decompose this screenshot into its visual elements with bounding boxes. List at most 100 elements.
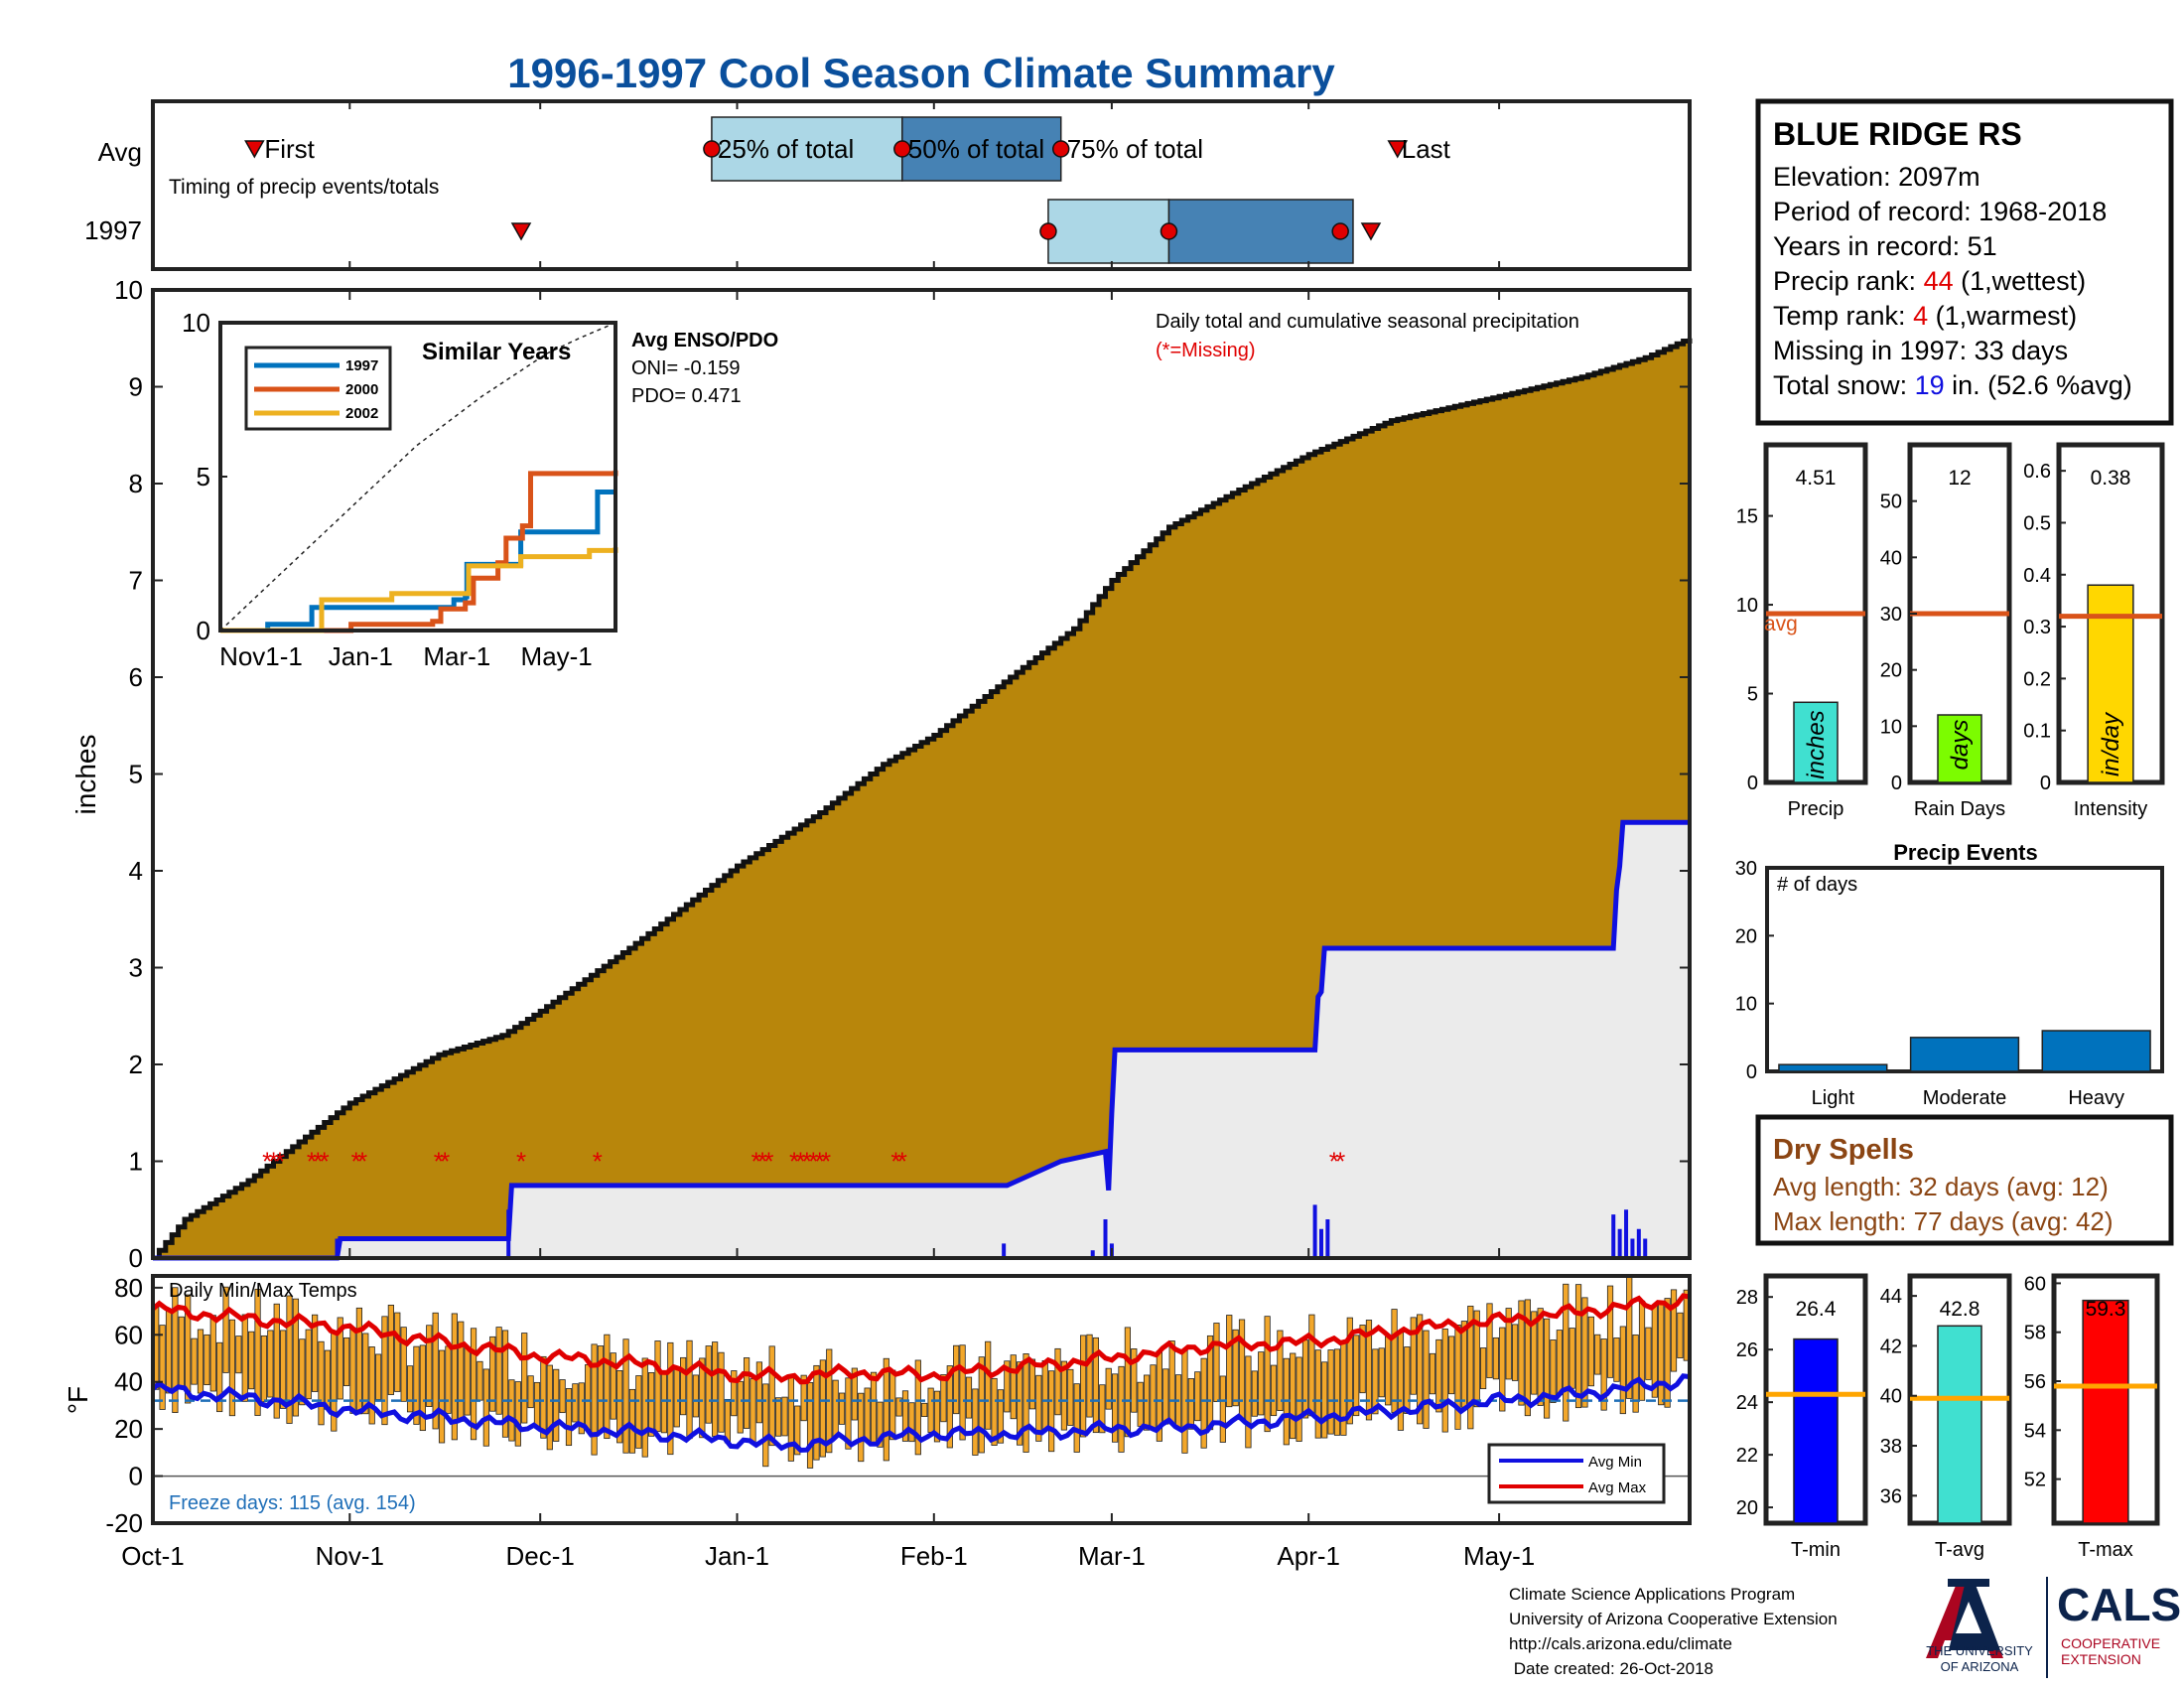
- dry-spells-max: Max length: 77 days (avg: 42): [1773, 1206, 2114, 1236]
- precip-y-label: inches: [70, 735, 101, 815]
- label-last: Last: [1402, 134, 1451, 164]
- daily-temp-bar: [381, 1316, 388, 1426]
- precip-y-tick-label: 5: [129, 760, 143, 789]
- panel-label: T-avg: [1935, 1539, 1984, 1561]
- precip-summary-panels: 4.51 inches avg 0 5 10 15 Precip 12 days 0 10 20 30 40…: [1736, 442, 2165, 820]
- daily-temp-bar: [1372, 1348, 1379, 1415]
- daily-temp-bar: [787, 1374, 794, 1462]
- daily-temp-bar: [1467, 1305, 1474, 1430]
- avg-last-marker: [1387, 140, 1409, 159]
- y-tick-label: 15: [1736, 506, 1758, 528]
- label-50: 50% of total: [908, 134, 1044, 164]
- y-tick-label: 56: [2024, 1371, 2046, 1393]
- label-75: 75% of total: [1067, 134, 1203, 164]
- daily-temp-bar: [985, 1340, 992, 1430]
- unit-label: in/day: [2098, 711, 2124, 776]
- station-temp-rank: Temp rank: 4 (1,warmest): [1773, 301, 2077, 331]
- inset-y-tick-label: 0: [197, 616, 210, 645]
- x-tick-label: Apr-1: [1277, 1541, 1340, 1571]
- dry-spells-avg: Avg length: 32 days (avg: 12): [1773, 1172, 2109, 1201]
- daily-temp-bar: [1251, 1370, 1258, 1417]
- inset-series-2000: [220, 470, 618, 633]
- daily-temp-bar: [1219, 1375, 1226, 1443]
- temp-legend: Avg Min Avg Max: [1487, 1443, 1666, 1504]
- daily-temp-bar: [1606, 1285, 1614, 1378]
- timing-row-label-avg: Avg: [98, 137, 142, 167]
- similar-years-inset: Similar Years 1997 2000 2002 0 5 10 Nov1-1 Jan…: [182, 308, 618, 671]
- daily-precip-bar: [1318, 1228, 1323, 1258]
- daily-temp-bar: [585, 1364, 592, 1431]
- daily-temp-bar: [1321, 1361, 1328, 1439]
- inset-y-tick-label: 10: [182, 308, 210, 338]
- daily-temp-bar: [1486, 1303, 1493, 1378]
- daily-temp-bar: [1531, 1311, 1538, 1395]
- daily-temp-bar: [622, 1338, 629, 1454]
- missing-day-marker: *: [262, 1147, 272, 1177]
- missing-day-marker: *: [434, 1147, 444, 1177]
- temp-y-tick-label: 0: [129, 1462, 143, 1491]
- daily-temp-bar: [458, 1321, 465, 1422]
- daily-temp-bar: [1613, 1337, 1620, 1382]
- station-name: BLUE RIDGE RS: [1773, 116, 2022, 152]
- daily-temp-bar: [1524, 1299, 1531, 1417]
- daily-temp-bar: [1556, 1330, 1563, 1396]
- daily-temp-bar: [889, 1369, 896, 1441]
- daily-temp-bar: [477, 1360, 483, 1401]
- missing-day-marker: *: [268, 1147, 278, 1177]
- missing-day-marker: *: [821, 1147, 831, 1177]
- y-tick-label: 0: [2040, 773, 2051, 794]
- avg-75-marker: [1051, 140, 1070, 158]
- daily-temp-bar: [419, 1344, 426, 1432]
- y-tick-label: 28: [1736, 1287, 1758, 1309]
- y1997-25-50-box: [1047, 199, 1170, 264]
- daily-temp-bar: [1423, 1330, 1430, 1429]
- daily-temp-bar: [165, 1309, 173, 1394]
- missing-day-marker: *: [1329, 1147, 1339, 1177]
- precip-events-title: Precip Events: [1893, 840, 2038, 865]
- y-tick-label: 24: [1736, 1392, 1758, 1414]
- daily-temp-bar: [273, 1303, 280, 1419]
- daily-temp-bar: [387, 1304, 394, 1395]
- y-tick-label: 30: [1880, 604, 1902, 626]
- daily-temp-bar: [438, 1349, 446, 1444]
- daily-temp-bar: [1296, 1356, 1302, 1442]
- daily-temp-bar: [1124, 1327, 1131, 1438]
- daily-temp-bar: [1511, 1324, 1519, 1381]
- daily-temp-bar: [1435, 1338, 1442, 1413]
- missing-day-marker: *: [1335, 1147, 1345, 1177]
- daily-temp-bar: [1194, 1371, 1201, 1422]
- daily-temp-bar: [1290, 1352, 1297, 1440]
- daily-temp-bar: [318, 1340, 325, 1426]
- daily-temp-bar: [1385, 1336, 1392, 1406]
- y-tick-label: 20: [1736, 1497, 1758, 1519]
- daily-temp-bar: [1632, 1334, 1639, 1413]
- panel-label: T-max: [2078, 1539, 2133, 1561]
- daily-temp-bar: [1200, 1357, 1207, 1449]
- daily-temp-bar: [851, 1367, 858, 1421]
- footer-credits: Climate Science Applications Program Uni…: [1509, 1585, 1838, 1678]
- temp-y-axis: -20 0 20 40 60 80: [105, 1273, 163, 1538]
- daily-temp-bar: [432, 1312, 439, 1430]
- daily-temp-bar: [953, 1344, 960, 1415]
- inset-plot: [219, 322, 618, 633]
- y-tick-label: 36: [1880, 1485, 1902, 1507]
- daily-temp-bar: [768, 1345, 775, 1447]
- missing-day-marker: *: [313, 1147, 323, 1177]
- daily-temp-bar: [1333, 1348, 1341, 1436]
- avg-cumulative-step-line: [153, 338, 1693, 1261]
- events-y-tick-label: 20: [1735, 925, 1757, 947]
- daily-temp-bar: [737, 1380, 744, 1434]
- daily-temp-bar: [1118, 1365, 1125, 1453]
- daily-temp-bar: [965, 1376, 973, 1419]
- daily-temp-bar: [806, 1381, 814, 1469]
- precip-y-tick-label: 9: [129, 372, 143, 402]
- daily-temp-bar: [743, 1357, 751, 1429]
- daily-temp-bar: [864, 1387, 871, 1441]
- daily-temp-bar: [1023, 1353, 1029, 1453]
- daily-temp-bar: [172, 1287, 179, 1413]
- daily-precip-bar: [1624, 1209, 1629, 1258]
- inset-x-tick-label: Nov1-1: [219, 641, 303, 671]
- panel-t-max: 59.3 52 54 56 58 60 T-max: [2024, 1273, 2160, 1561]
